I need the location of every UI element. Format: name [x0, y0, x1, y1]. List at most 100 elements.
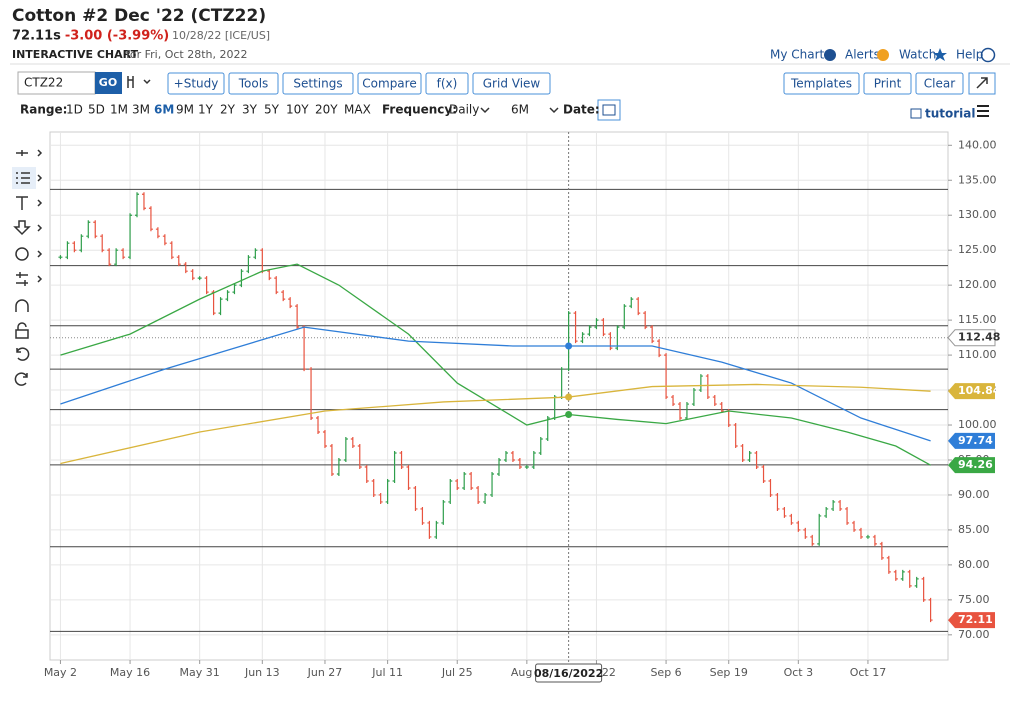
- price-bar: [490, 471, 495, 497]
- y-tick-label: 80.00: [958, 558, 990, 571]
- range-option[interactable]: 20Y: [315, 103, 338, 117]
- price-bar: [72, 241, 77, 253]
- icon-plus: [824, 49, 836, 61]
- price-bar: [322, 430, 327, 449]
- range-option[interactable]: 3M: [132, 103, 150, 117]
- price-bar: [503, 450, 508, 462]
- price-bar: [817, 513, 822, 546]
- header-link[interactable]: Alerts: [845, 48, 880, 62]
- toolbar-button[interactable]: [167, 72, 225, 95]
- price-bar: [845, 506, 850, 525]
- chart: 70.0075.0080.0085.0090.0095.00100.00105.…: [44, 132, 1001, 683]
- price-bar: [232, 283, 237, 295]
- tool-line[interactable]: [16, 149, 43, 157]
- range-option[interactable]: 9M: [176, 103, 194, 117]
- price-bar: [121, 248, 126, 260]
- toolbar-button[interactable]: [282, 72, 354, 95]
- price-bar: [316, 416, 321, 435]
- range-option[interactable]: 1D: [66, 103, 83, 117]
- price-bar: [622, 304, 627, 330]
- price-bar: [914, 576, 919, 588]
- menu-icon[interactable]: [977, 105, 989, 117]
- price-bar: [169, 241, 174, 260]
- toolbar-button[interactable]: [915, 72, 964, 95]
- range-option[interactable]: 3Y: [242, 103, 258, 117]
- header-link[interactable]: My Charts: [770, 48, 831, 62]
- quote-meta: 10/28/22 [ICE/US]: [172, 29, 270, 42]
- toolbar-button[interactable]: [472, 72, 551, 95]
- tool-lock[interactable]: [15, 322, 29, 339]
- price-bar: [810, 534, 815, 546]
- price-bar: [155, 227, 160, 239]
- range-option[interactable]: 5D: [88, 103, 105, 117]
- toolbar-button[interactable]: [228, 72, 279, 95]
- y-tick-label: 70.00: [958, 628, 990, 641]
- price-bar: [497, 457, 501, 476]
- price-bar: [803, 527, 808, 539]
- moving-average: [60, 326, 931, 442]
- price-bar: [483, 492, 488, 504]
- y-tick-label: 90.00: [958, 488, 990, 501]
- price-bar: [608, 332, 613, 351]
- header-link[interactable]: Watch: [899, 48, 936, 62]
- date-picker[interactable]: [597, 99, 621, 121]
- value-tag-label: 72.11: [958, 613, 993, 626]
- price-bar: [852, 520, 857, 532]
- symbol-text: CTZ22: [24, 76, 63, 90]
- range-option[interactable]: 1Y: [198, 103, 214, 117]
- price-bar: [705, 374, 710, 400]
- calendar-icon: [602, 104, 616, 116]
- price-bar: [886, 555, 891, 574]
- tool-arrow[interactable]: [13, 220, 43, 236]
- price-bar: [559, 367, 564, 400]
- tutorial-link[interactable]: tutorial: [925, 107, 976, 121]
- tool-symbol[interactable]: [15, 247, 29, 261]
- range-option[interactable]: 10Y: [286, 103, 309, 117]
- y-tick-label: 125.00: [958, 243, 997, 256]
- tool-undo[interactable]: [16, 347, 30, 361]
- price-bar: [552, 395, 557, 421]
- frequency-value[interactable]: Daily: [449, 103, 479, 117]
- range-option[interactable]: 6M: [154, 103, 174, 117]
- price-bar: [587, 325, 592, 337]
- header-link[interactable]: Help: [956, 48, 983, 62]
- toolbar-button[interactable]: [425, 72, 469, 95]
- toolbar-button[interactable]: [783, 72, 860, 95]
- price-bar: [288, 297, 293, 309]
- price-bar: [246, 255, 251, 274]
- price-bar: [838, 499, 843, 511]
- price-bar: [754, 450, 759, 469]
- value-tag-label: 104.84: [958, 384, 1001, 397]
- icon-help: [980, 47, 996, 63]
- range-option[interactable]: 1M: [110, 103, 128, 117]
- tool-magnet[interactable]: [15, 299, 29, 312]
- price-bar: [399, 450, 404, 469]
- y-tick-label: 85.00: [958, 523, 990, 536]
- toolbar-button-text: Settings: [293, 77, 342, 91]
- price-bar: [135, 192, 140, 218]
- range-option[interactable]: 5Y: [264, 103, 280, 117]
- tool-fib[interactable]: [16, 172, 43, 184]
- tool-redo[interactable]: [14, 372, 28, 386]
- tool-text[interactable]: [16, 196, 43, 210]
- toolbar-button[interactable]: [357, 72, 422, 95]
- price-bar: [865, 534, 870, 539]
- price-bar: [531, 450, 536, 469]
- price-bar: [114, 248, 119, 267]
- price-bar: [601, 318, 606, 337]
- price-bar: [211, 290, 216, 316]
- period-value[interactable]: 6M: [511, 103, 529, 117]
- value-tag-label: 97.74: [958, 434, 993, 447]
- go-button[interactable]: [95, 72, 122, 94]
- price-bar: [100, 234, 105, 253]
- plot-area: [49, 131, 949, 661]
- price-bar: [434, 520, 439, 539]
- toolbar-button[interactable]: [863, 72, 912, 95]
- chart-type-icon[interactable]: [127, 76, 151, 88]
- range-option[interactable]: 2Y: [220, 103, 236, 117]
- tool-measure[interactable]: [16, 272, 43, 286]
- price-bar: [775, 492, 780, 511]
- range-option[interactable]: MAX: [344, 103, 371, 117]
- price-bar: [336, 457, 341, 476]
